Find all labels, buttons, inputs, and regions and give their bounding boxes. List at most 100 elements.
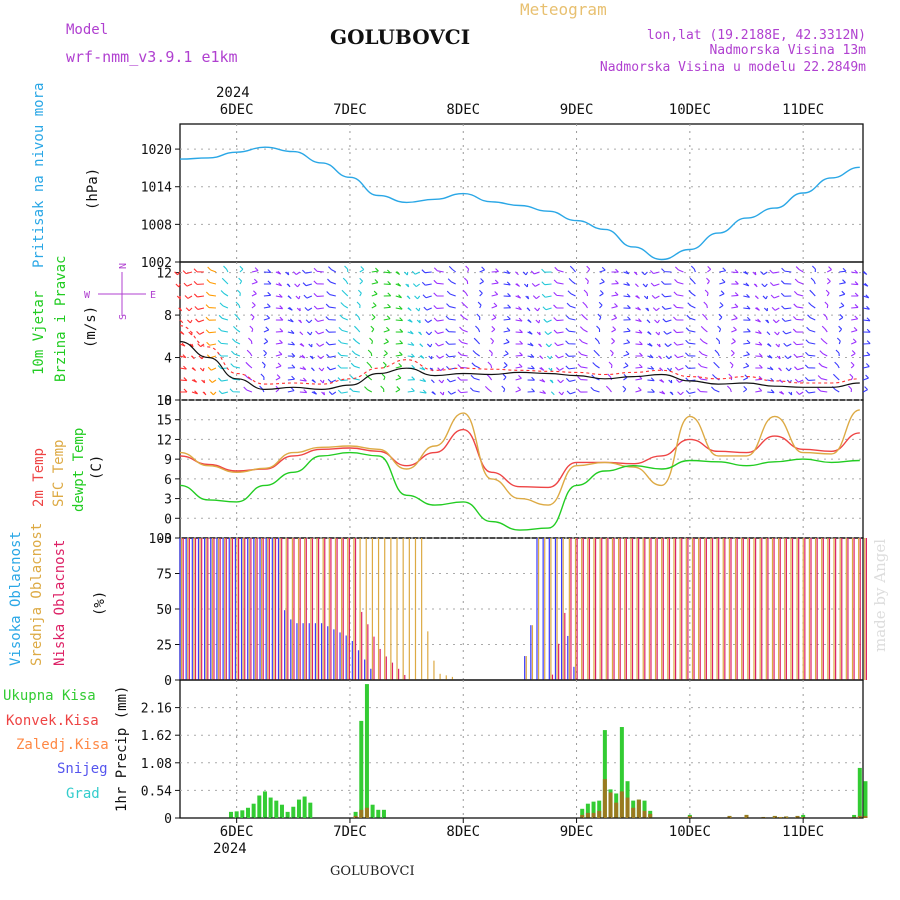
wind-barb (395, 351, 403, 357)
cloud-panel: 0 25 50 75 100 (149, 532, 867, 689)
wind-barb (579, 326, 588, 333)
wind-barb (565, 352, 576, 357)
pressure-panel: 1002 1008 1014 1020 (141, 123, 864, 271)
precip-conv-bar (602, 779, 607, 818)
wind-barb (772, 319, 780, 324)
wind-barb (850, 361, 855, 369)
cloud-label-low: Niska Oblacnost (52, 540, 68, 666)
precip-total-bar (591, 801, 596, 818)
wind-barb (527, 365, 535, 370)
wind-barb (793, 353, 804, 358)
precip-conv-bar (591, 812, 596, 818)
wind-barb (217, 339, 228, 345)
wind-barb (527, 376, 535, 381)
precip-total-bar (240, 810, 245, 818)
wind-barb (538, 343, 542, 348)
wind-barb (419, 355, 425, 359)
precip-total-bar (359, 720, 364, 818)
precip-total-bar (257, 795, 262, 818)
wind-barb (175, 283, 181, 288)
wind-barb (313, 293, 324, 297)
wind-barb (784, 355, 792, 360)
precip-tick-label: 1.08 (141, 757, 172, 772)
wind-barb (611, 291, 619, 297)
wind-barb (337, 352, 348, 357)
wind-barb (193, 280, 205, 285)
wind-barb (437, 367, 445, 372)
wind-barb (418, 331, 422, 336)
wind-barb (326, 353, 336, 358)
wind-barb (179, 354, 187, 359)
wind-barb (581, 313, 588, 321)
wind-barb (445, 328, 456, 333)
wind-barb (503, 327, 511, 333)
wind-barb (426, 343, 433, 348)
wind-barb (641, 271, 648, 276)
wind-barb (755, 330, 762, 335)
wind-barb (178, 307, 183, 312)
top-day-label: 6DEC (220, 102, 254, 118)
wind-barb (771, 307, 780, 311)
wind-barb (472, 350, 480, 357)
wind-barb (234, 313, 241, 321)
precip-conv-bar (353, 815, 358, 818)
wind-barb (310, 367, 315, 372)
wind-barb (438, 379, 445, 384)
wind-barb (287, 306, 293, 311)
wind-barb (491, 302, 498, 309)
wind-barb (673, 291, 684, 297)
wind-barb (863, 305, 870, 310)
pressure-label: Pritisak na nivou mora (31, 83, 47, 268)
temperature-panel: -3 0 3 6 9 12 15 18 (156, 394, 864, 547)
wind-barb (713, 361, 720, 369)
wind-barb (395, 363, 403, 369)
wind-barb (195, 318, 205, 323)
wind-barb (583, 289, 589, 297)
wind-barb (685, 390, 696, 394)
pressure-tick-label: 1020 (141, 143, 172, 158)
wind-barb (623, 350, 630, 357)
precip-total-bar (353, 811, 358, 818)
wind-barb (743, 374, 749, 381)
wind-barb (250, 313, 255, 321)
wind-barb (688, 290, 696, 297)
wind-barb (767, 366, 774, 371)
wind-barb (488, 349, 493, 357)
wind-barb (381, 373, 386, 381)
footer-station: GOLUBOVCI (330, 864, 415, 879)
precip-conv-bar (642, 810, 647, 818)
precip-conv-bar (625, 797, 630, 818)
wind-barb (503, 304, 511, 309)
wind-barb (503, 338, 510, 345)
wind-barb (862, 271, 868, 276)
model-elevation-label: Nadmorska Visina u modelu 22.2849m (600, 60, 866, 75)
wind-barb (325, 303, 336, 309)
wind-barb (794, 366, 804, 371)
wind-barb (515, 386, 522, 393)
wind-barb (704, 289, 709, 297)
wind-barb (308, 343, 313, 348)
wind-barb (717, 325, 722, 333)
precip-total-bar (228, 811, 233, 818)
wind-barb (730, 349, 735, 357)
wind-barb (729, 361, 734, 369)
wind-barb (531, 282, 540, 287)
top-day-label: 10DEC (669, 102, 711, 118)
wind-barb (726, 385, 732, 393)
wind-barb (339, 314, 349, 321)
wind-barb (491, 291, 499, 297)
wind-barb (248, 337, 253, 345)
temp-tick-label: 15 (156, 414, 172, 429)
wind-barb (527, 330, 533, 335)
wind-barb (515, 340, 523, 345)
wind-barb (663, 330, 672, 335)
wind-barb (635, 318, 642, 323)
wind-barb (817, 375, 828, 381)
wind-barb (527, 388, 535, 393)
wind-barb (851, 326, 858, 333)
wind-tick-label: 8 (164, 309, 172, 324)
wind-speed-line (179, 341, 860, 391)
wind-barb (788, 391, 793, 396)
wind-barb (661, 280, 672, 285)
wind-barb (839, 290, 846, 297)
